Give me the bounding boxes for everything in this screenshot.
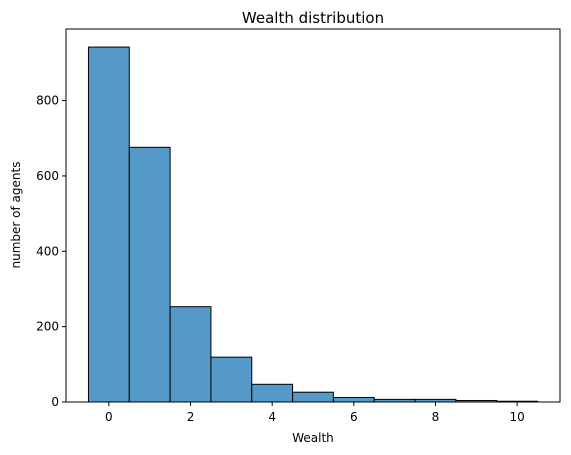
x-tick-label-1: 2 (187, 410, 195, 424)
y-tick-label-0: 0 (51, 395, 59, 409)
histogram-bar-0 (87, 46, 130, 403)
y-tick-label-1: 200 (36, 320, 59, 334)
chart-title: Wealth distribution (242, 9, 384, 27)
x-axis-label: Wealth (292, 431, 334, 445)
y-axis-ticks: 0 200 400 600 800 (36, 94, 66, 409)
plot-frame (65, 28, 561, 403)
x-tick-label-5: 10 (509, 410, 524, 424)
x-tick-label-4: 8 (432, 410, 440, 424)
x-tick-label-2: 4 (268, 410, 276, 424)
histogram-bar-3 (210, 356, 253, 403)
x-tick-label-0: 0 (105, 410, 113, 424)
histogram-bar-4 (251, 383, 294, 403)
x-tick-label-3: 6 (350, 410, 358, 424)
y-tick-label-3: 600 (36, 169, 59, 183)
y-tick-label-4: 800 (36, 94, 59, 108)
histogram-bar-6 (332, 396, 375, 403)
histogram-bar-2 (169, 306, 212, 403)
histogram-bar-1 (128, 146, 171, 403)
y-tick-label-2: 400 (36, 244, 59, 258)
x-axis-ticks: 0 2 4 6 8 10 (105, 402, 525, 424)
histogram-bar-5 (292, 391, 334, 403)
bars-group (87, 46, 539, 403)
y-axis-label: number of agents (9, 162, 23, 269)
